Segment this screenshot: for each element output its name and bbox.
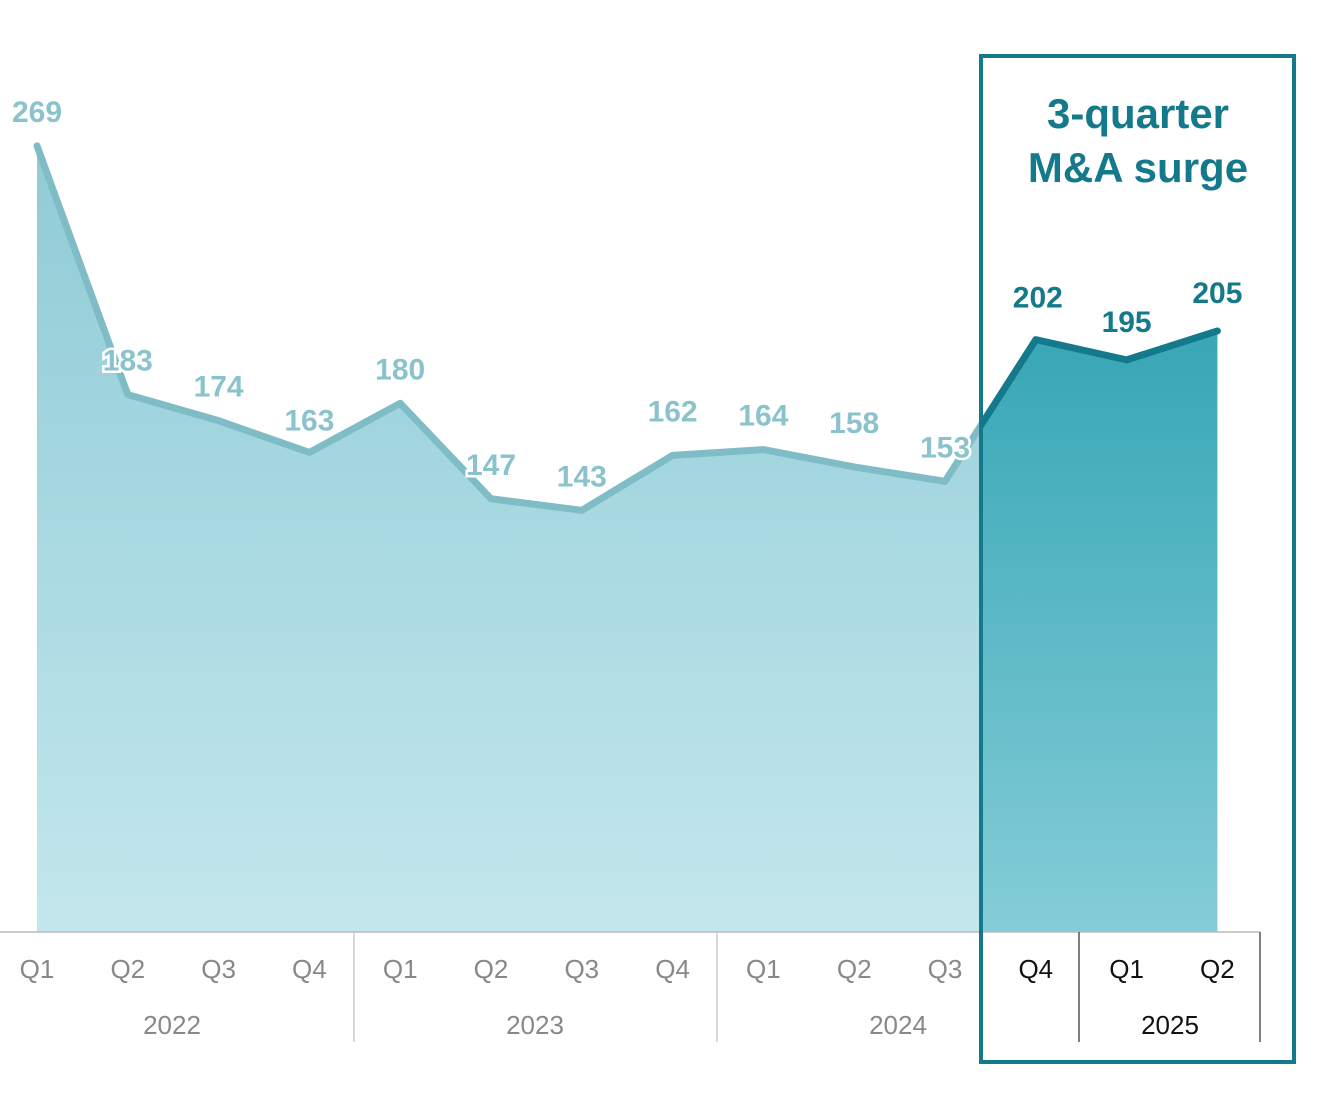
x-year-label: 2025: [1141, 1010, 1199, 1040]
x-tick-label: Q3: [201, 954, 236, 984]
x-year-label: 2023: [506, 1010, 564, 1040]
annotation-line-2: M&A surge: [1028, 144, 1248, 191]
data-label: 164: [738, 400, 788, 433]
data-label: 147: [466, 449, 516, 482]
line-layer: [33, 142, 1221, 514]
x-tick-label: Q4: [292, 954, 327, 984]
data-label: 174: [194, 371, 244, 404]
x-tick-label: Q1: [746, 954, 781, 984]
area-fill-highlight: [981, 330, 1218, 932]
x-tick-label: Q1: [1109, 954, 1144, 984]
x-tick-label: Q3: [928, 954, 963, 984]
x-tick-label: Q2: [474, 954, 509, 984]
x-axis: Q1 Q2 Q3 Q4 Q1 Q2 Q3 Q4 Q1 Q2 Q3 Q4 Q1 Q2 2022 2023 2024…: [0, 931, 1261, 1042]
area-fill-muted: [37, 145, 981, 932]
area-layer: [37, 145, 1218, 932]
x-tick-label: Q1: [383, 954, 418, 984]
annotation-line-1: 3-quarter: [1047, 90, 1229, 137]
x-year-label: 2024: [869, 1010, 927, 1040]
series-line-muted: [33, 142, 981, 514]
data-label: 202: [1013, 282, 1063, 315]
x-tick-label: Q4: [1018, 954, 1053, 984]
data-label: 158: [829, 407, 879, 440]
data-label: 153: [920, 431, 970, 464]
x-year-label: 2022: [143, 1010, 201, 1040]
data-label: 143: [557, 460, 607, 493]
data-label: 269: [12, 96, 62, 129]
data-label: 183: [103, 345, 153, 378]
data-label: 163: [284, 404, 334, 437]
x-tick-label: Q3: [564, 954, 599, 984]
x-tick-label: Q1: [20, 954, 55, 984]
data-label: 195: [1102, 306, 1152, 339]
data-label: 205: [1192, 277, 1242, 310]
annotation-box: 3-quarter M&A surge: [979, 54, 1296, 1064]
series-line-highlight: [981, 327, 1221, 432]
x-tick-label: Q4: [655, 954, 690, 984]
x-tick-label: Q2: [110, 954, 145, 984]
data-labels: 269 183 174 163 180 147 143 162 164 158 153 202 195 2…: [9, 93, 1242, 496]
highlight-frame: [979, 54, 1296, 1064]
data-label: 180: [375, 353, 425, 386]
data-label: 162: [648, 395, 698, 428]
x-tick-label: Q2: [1200, 954, 1235, 984]
x-tick-label: Q2: [837, 954, 872, 984]
